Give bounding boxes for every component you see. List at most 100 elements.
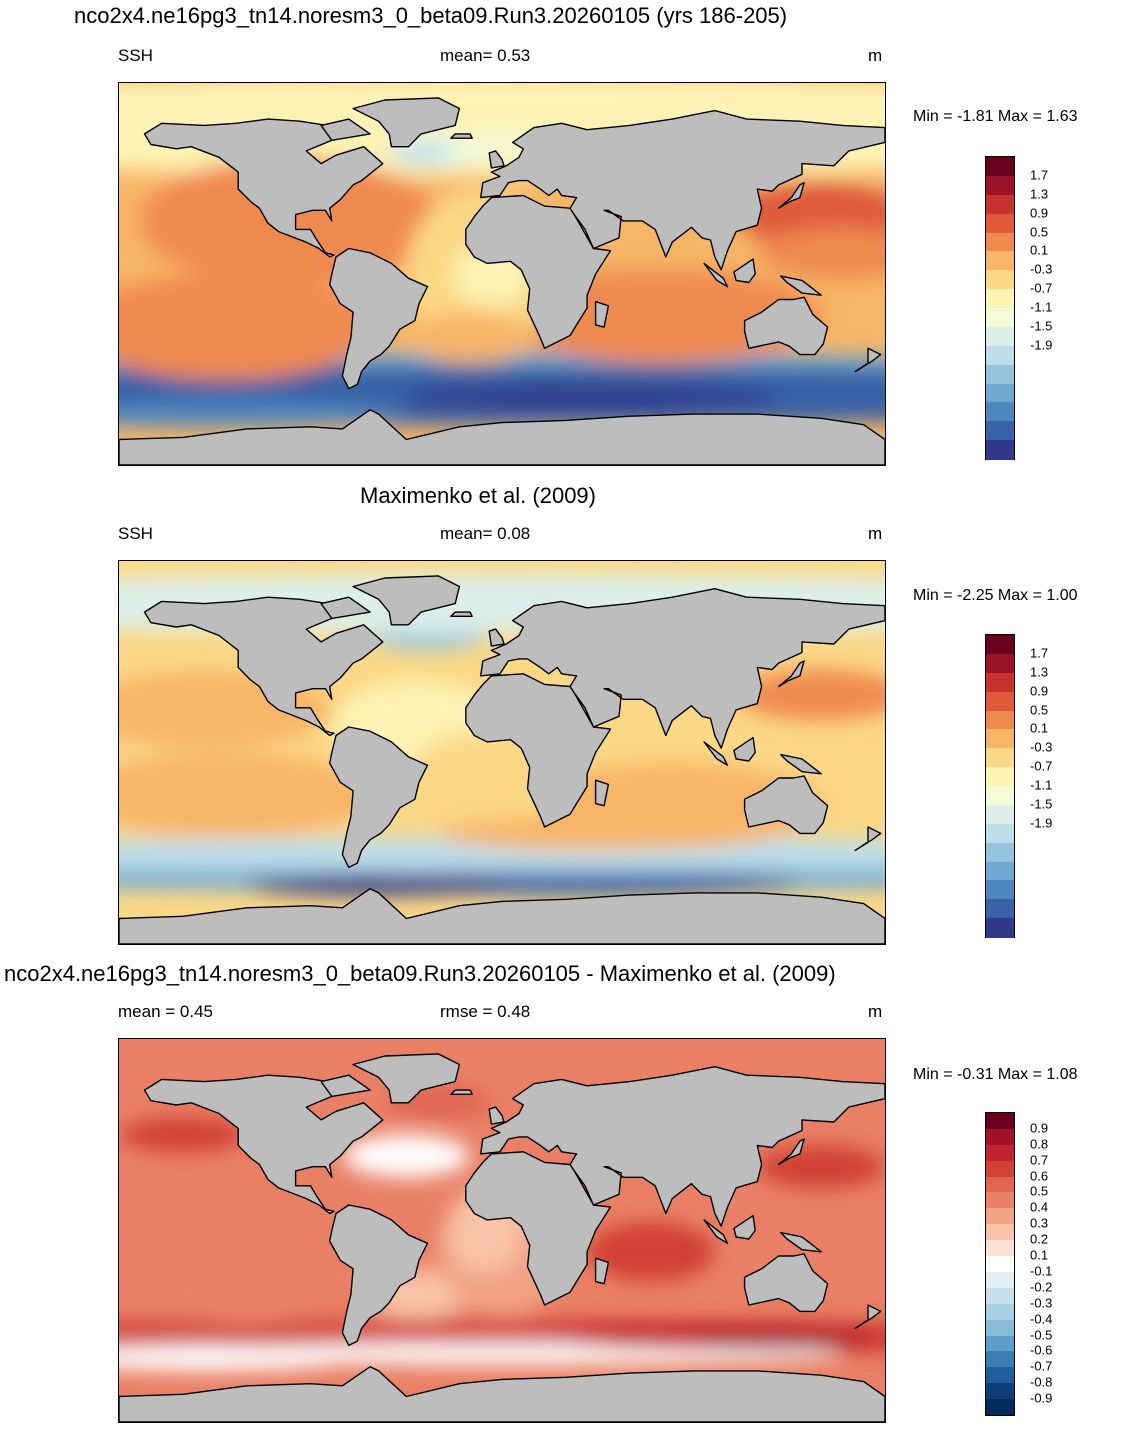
land-australia [743, 775, 829, 835]
land-iceland [450, 133, 473, 139]
colorbar-box [986, 383, 1014, 403]
colorbar-box [986, 251, 1014, 271]
land-africa [465, 1151, 612, 1306]
panel-2-colorbar [985, 634, 1015, 938]
colorbar-tick-label: 0.1 [1030, 242, 1049, 258]
colorbar-box [986, 842, 1014, 862]
ocean-field-region [391, 146, 443, 164]
colorbar-box [986, 364, 1014, 384]
colorbar-tick-label: -0.1 [1030, 1263, 1053, 1279]
panel-1-minmax: Min = -1.81 Max = 1.63 [913, 108, 1078, 125]
map-canvas [119, 1039, 885, 1422]
colorbar-box [986, 1176, 1014, 1193]
colorbar-tick-label: -0.7 [1030, 280, 1053, 296]
colorbar-tick-label: 0.9 [1030, 205, 1049, 221]
colorbar-box [986, 1351, 1014, 1368]
panel-2-mean-label: mean= 0.08 [440, 524, 531, 543]
colorbar-box [986, 1144, 1014, 1162]
ocean-field-region [119, 1198, 375, 1327]
land-baffin [320, 1074, 371, 1098]
colorbar-tick-label: 0.1 [1030, 720, 1049, 736]
land-indonesia1 [703, 1219, 729, 1245]
map-canvas [119, 561, 885, 944]
colorbar-tick-label: -1.5 [1030, 318, 1053, 334]
ocean-field-region [342, 1134, 471, 1178]
colorbar-box [986, 194, 1014, 215]
panel-2-minmax: Min = -2.25 Max = 1.00 [913, 587, 1078, 604]
land-newzealand [854, 347, 882, 373]
colorbar-box [986, 1128, 1014, 1146]
colorbar-tick-label: -1.1 [1030, 299, 1053, 315]
panel-1-left-label: SSH [118, 46, 153, 65]
land-samerica [328, 726, 429, 869]
colorbar-box [986, 402, 1014, 422]
colorbar-tick-label: 0.5 [1030, 224, 1049, 239]
panel-3-left-label: mean = 0.45 [118, 1002, 213, 1021]
colorbar-tick-label: -0.3 [1030, 739, 1053, 755]
colorbar-box [986, 748, 1014, 768]
colorbar-tick-label: -1.1 [1030, 777, 1053, 793]
land-samerica [328, 1204, 429, 1347]
colorbar-box [986, 326, 1014, 347]
ocean-field-region [736, 669, 885, 721]
land-greenland [352, 97, 461, 148]
land-greenland [352, 575, 461, 626]
panel-2-units-label: m [868, 524, 883, 543]
colorbar-box [986, 270, 1014, 290]
colorbar-box [986, 1303, 1014, 1321]
land-newzealand [854, 1304, 882, 1330]
land-japan [777, 1138, 805, 1166]
land-uk [488, 628, 505, 647]
colorbar-box [986, 1335, 1014, 1352]
panel-2-left-label: SSH [118, 524, 153, 543]
land-eurasia [480, 1066, 885, 1227]
panel-2-title: Maximenko et al. (2009) [360, 483, 596, 508]
ocean-field-region [119, 1117, 247, 1152]
colorbar-box [986, 1271, 1014, 1289]
colorbar-box [986, 289, 1014, 309]
ocean-field-region [406, 731, 556, 838]
colorbar-tick-label: -0.3 [1030, 261, 1053, 277]
colorbar-box [986, 1113, 1014, 1130]
colorbar-box [986, 1287, 1014, 1305]
panel-3-colorbar [985, 1112, 1015, 1416]
colorbar-tick-label: 1.3 [1030, 186, 1049, 202]
land-uk [488, 1106, 505, 1125]
colorbar-box [986, 1256, 1014, 1273]
colorbar-box [986, 1399, 1014, 1416]
ocean-field-region [587, 1221, 715, 1282]
colorbar-tick-label: 1.3 [1030, 664, 1049, 680]
colorbar-box [986, 710, 1014, 730]
land-mask [119, 97, 885, 465]
colorbar-tick-label: 0.5 [1030, 702, 1049, 717]
ocean-field-region [757, 227, 885, 279]
land-africa [465, 673, 612, 828]
land-newguinea [780, 275, 822, 296]
colorbar-tick-label: -0.7 [1030, 1358, 1053, 1374]
ocean-field-region [693, 1332, 864, 1350]
colorbar-box [986, 345, 1014, 366]
land-japan [777, 660, 805, 688]
panel-2-map [118, 560, 886, 945]
colorbar-tick-label: 1.7 [1030, 167, 1049, 183]
land-uk [488, 150, 505, 169]
colorbar-box [986, 861, 1014, 881]
colorbar-box [986, 823, 1014, 844]
land-madagascar [594, 1257, 610, 1285]
colorbar-box [986, 804, 1014, 825]
land-greenland [352, 1053, 461, 1104]
panel-3-minmax: Min = -0.31 Max = 1.08 [913, 1066, 1078, 1083]
colorbar-tick-label: -0.4 [1030, 1311, 1053, 1327]
colorbar-tick-label: 0.7 [1030, 1152, 1049, 1168]
colorbar-box [986, 672, 1014, 693]
land-eurasia [480, 109, 885, 271]
land-madagascar [594, 300, 610, 328]
colorbar-box [986, 653, 1014, 674]
ocean-field-region [119, 752, 375, 838]
colorbar-box [986, 1367, 1014, 1384]
colorbar-box [986, 232, 1014, 252]
panel-1-title: nco2x4.ne16pg3_tn14.noresm3_0_beta09.Run… [74, 3, 788, 28]
panel-3-title: nco2x4.ne16pg3_tn14.noresm3_0_beta09.Run… [4, 961, 836, 986]
colorbar-box [986, 1208, 1014, 1225]
land-antarctica [119, 888, 885, 944]
